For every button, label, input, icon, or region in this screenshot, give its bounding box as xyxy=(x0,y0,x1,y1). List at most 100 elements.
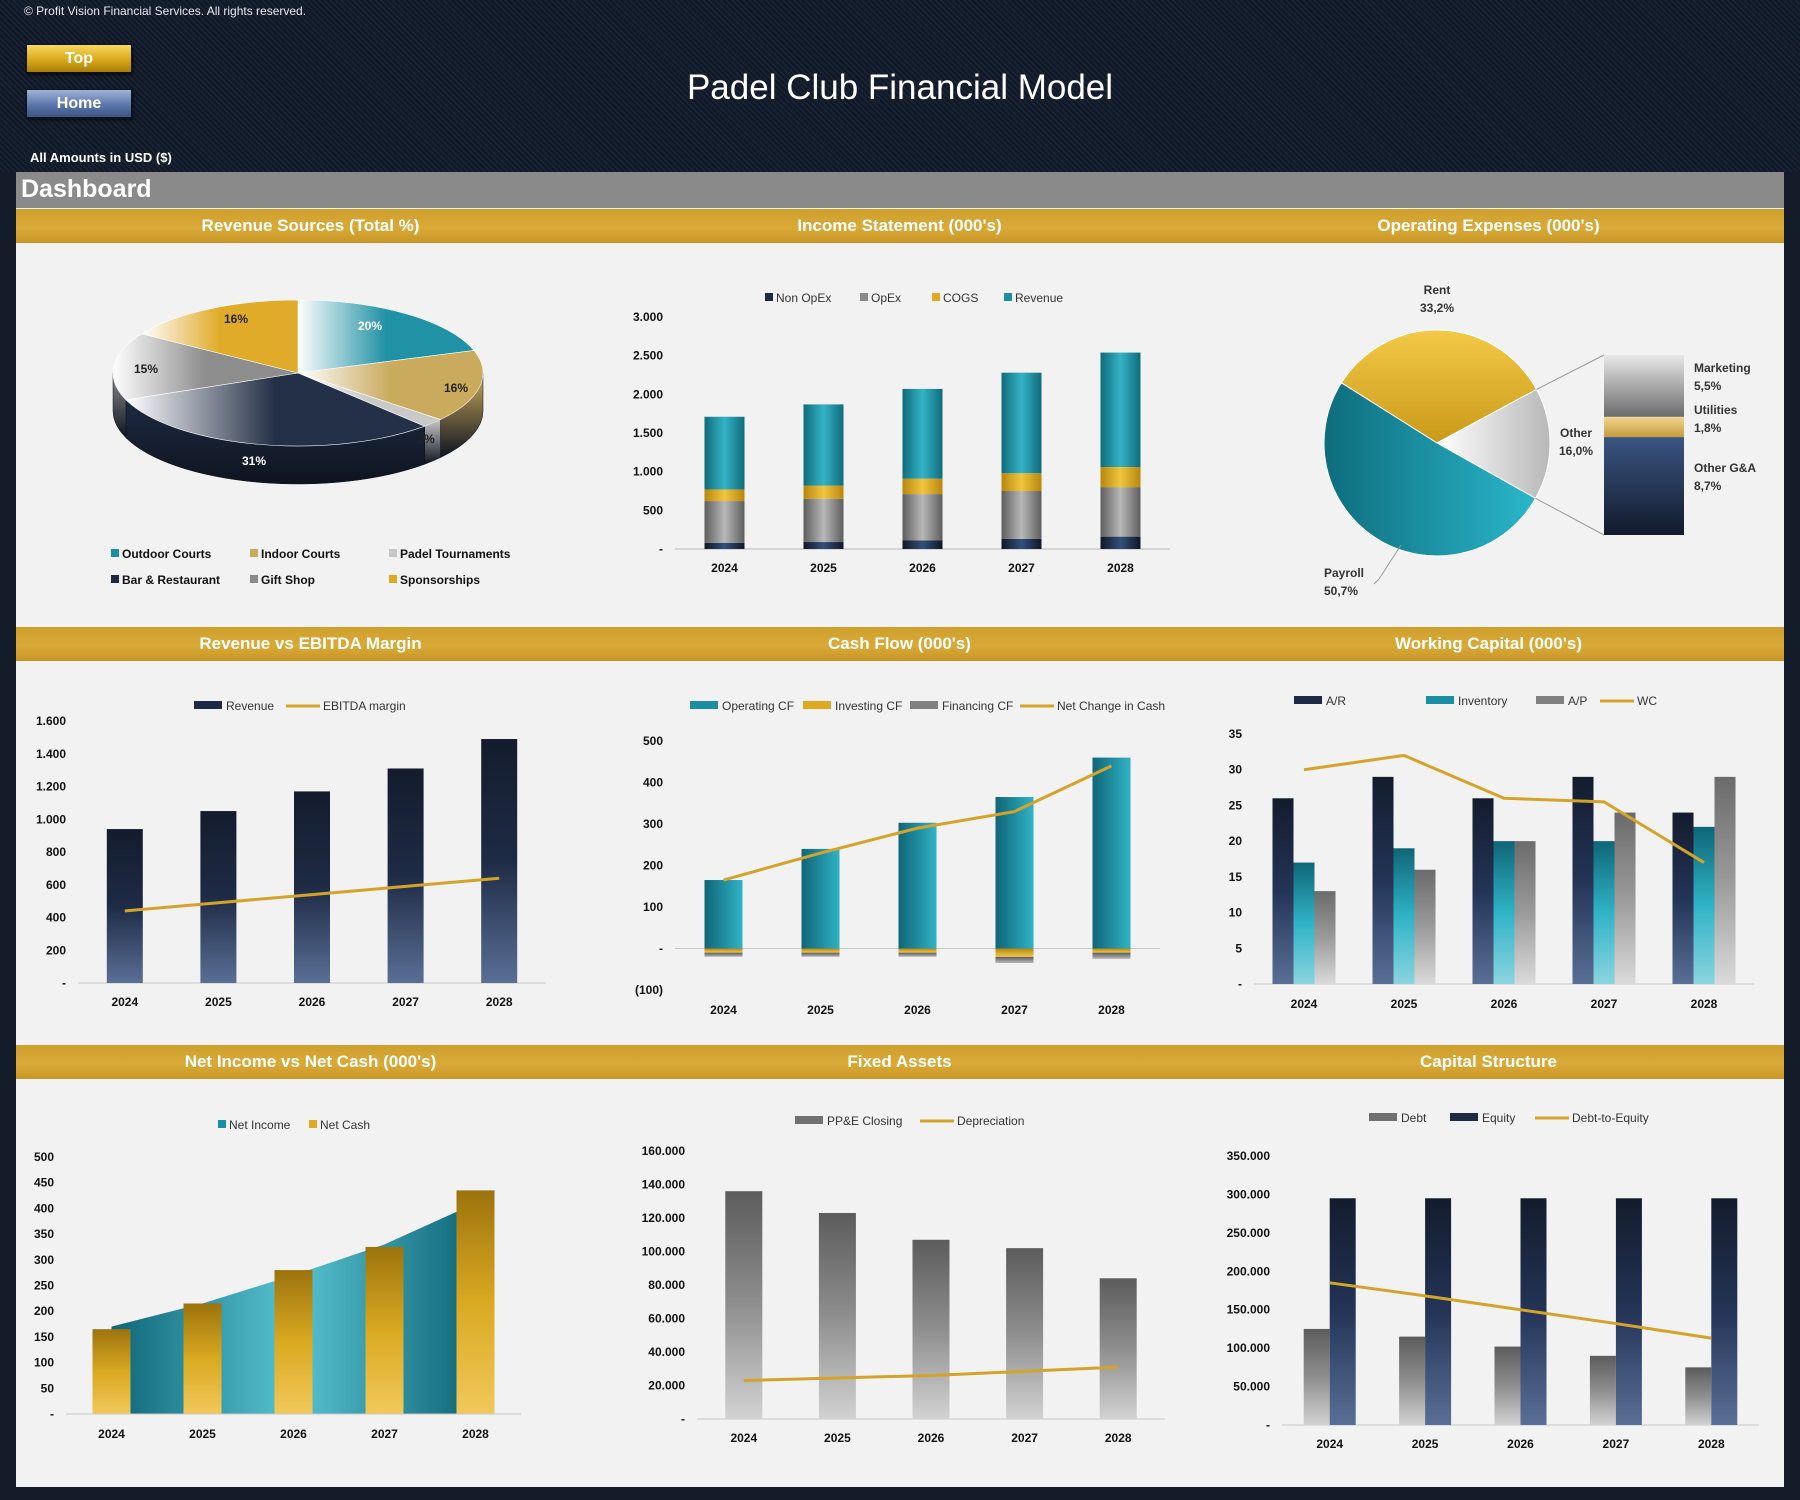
legend-label: Gift Shop xyxy=(261,573,315,587)
legend-swatch xyxy=(690,701,718,709)
x-tick-label: 2028 xyxy=(1691,997,1718,1011)
bar xyxy=(704,416,745,490)
data-label: Rent xyxy=(1424,283,1451,297)
income-statement-chart: - 500 1.000 1.500 2.000 2.500 3.000 2024 2025 202… xyxy=(633,291,1170,575)
y-tick-label: 600 xyxy=(46,878,66,892)
net-income-vs-net-cash-chart: - 50 100 150 200 250 300 350 400 450 500 2024 2025 20… xyxy=(34,1118,521,1441)
fixed-assets-chart: - 20.000 40.000 60.000 80.000 100.000 120.000 1… xyxy=(642,1114,1165,1445)
panel-row-3-bar xyxy=(16,1045,1784,1079)
dashboard-title: Dashboard xyxy=(21,175,152,203)
capital-structure-chart: - 50.000 100.000 150.000 200.000 250.000 300.0… xyxy=(1227,1111,1759,1451)
bar xyxy=(803,404,844,486)
y-tick-label: 200.000 xyxy=(1227,1264,1271,1278)
pie-slice-rent xyxy=(1340,329,1538,444)
bar xyxy=(898,952,937,957)
data-label: 50,7% xyxy=(1324,584,1358,598)
x-tick-label: 2027 xyxy=(1001,1003,1028,1017)
line-series xyxy=(723,764,1113,882)
panel-title-net-income-vs-net-cash: Net Income vs Net Cash (000's) xyxy=(184,1052,437,1071)
bar xyxy=(995,948,1034,957)
bar xyxy=(725,1191,763,1419)
pie-data-label: 20% xyxy=(358,319,382,333)
bar xyxy=(1272,798,1294,984)
y-tick-label: 2.000 xyxy=(633,387,663,401)
y-tick-label: 400 xyxy=(46,911,66,925)
data-label: Marketing xyxy=(1694,361,1751,375)
y-tick-label: 250.000 xyxy=(1227,1226,1271,1240)
bar xyxy=(1100,467,1141,488)
pie-slice xyxy=(112,333,299,401)
bar xyxy=(1393,848,1415,984)
y-tick-label: 350.000 xyxy=(1227,1149,1271,1163)
pie-data-label: 16% xyxy=(224,312,248,326)
bar xyxy=(1329,1198,1356,1425)
panel-title-revenue-sources: Revenue Sources (Total %) xyxy=(201,216,420,235)
legend-swatch xyxy=(389,575,397,583)
x-tick-label: 2026 xyxy=(909,561,936,575)
bar xyxy=(1100,352,1141,468)
x-tick-label: 2027 xyxy=(1011,1431,1038,1445)
x-tick-label: 2028 xyxy=(1105,1431,1132,1445)
data-label: 5,5% xyxy=(1694,379,1722,393)
bar xyxy=(294,791,330,983)
data-label: Payroll xyxy=(1324,566,1364,580)
legend-label: OpEx xyxy=(871,291,901,305)
legend-swatch xyxy=(111,549,119,557)
bar xyxy=(274,1270,313,1414)
x-tick-label: 2026 xyxy=(904,1003,931,1017)
data-label: Other G&A xyxy=(1694,461,1756,475)
bar xyxy=(801,952,840,957)
bar xyxy=(1092,952,1131,959)
y-tick-label: 100.000 xyxy=(1227,1341,1271,1355)
legend-label: COGS xyxy=(943,291,978,305)
bar xyxy=(1593,841,1615,984)
bar xyxy=(1672,812,1694,984)
bar xyxy=(387,768,424,983)
panel-row-1-bar xyxy=(16,209,1784,243)
y-tick-label: 20.000 xyxy=(648,1379,685,1393)
y-tick-label: - xyxy=(62,976,66,990)
copyright-text: © Profit Vision Financial Services. All … xyxy=(24,4,307,18)
bar xyxy=(1414,869,1436,984)
y-tick-label: 15 xyxy=(1229,870,1243,884)
leader-line xyxy=(1373,578,1380,585)
legend-label: Debt-to-Equity xyxy=(1572,1111,1649,1125)
legend-swatch xyxy=(1450,1113,1478,1121)
bar xyxy=(995,797,1034,949)
legend-label: A/P xyxy=(1568,694,1587,708)
bar xyxy=(1514,841,1536,984)
data-label: 8,7% xyxy=(1694,479,1722,493)
x-tick-label: 2024 xyxy=(111,995,138,1009)
x-tick-label: 2024 xyxy=(1291,997,1318,1011)
y-tick-label: 500 xyxy=(34,1150,54,1164)
y-tick-label: 200 xyxy=(643,859,663,873)
x-tick-label: 2027 xyxy=(371,1427,398,1441)
bar xyxy=(902,494,943,541)
bar xyxy=(1001,538,1042,549)
leader-line xyxy=(1378,544,1402,580)
legend-label: Depreciation xyxy=(957,1114,1024,1128)
y-tick-label: 35 xyxy=(1229,727,1243,741)
x-tick-label: 2024 xyxy=(730,1431,757,1445)
bar xyxy=(1494,1346,1521,1425)
x-tick-label: 2028 xyxy=(1107,561,1134,575)
x-tick-label: 2025 xyxy=(189,1427,216,1441)
bar xyxy=(456,1190,495,1414)
bar xyxy=(902,388,943,479)
y-tick-label: 1.400 xyxy=(36,747,66,761)
top-button[interactable]: Top xyxy=(26,44,132,73)
home-button[interactable]: Home xyxy=(26,89,132,118)
x-tick-label: 2024 xyxy=(711,561,738,575)
y-tick-label: 200 xyxy=(34,1304,54,1318)
y-tick-label: 1.200 xyxy=(36,780,66,794)
y-tick-label: 300 xyxy=(34,1253,54,1267)
x-tick-label: 2027 xyxy=(1591,997,1618,1011)
x-tick-label: 2025 xyxy=(1412,1437,1439,1451)
x-tick-label: 2025 xyxy=(205,995,232,1009)
x-tick-label: 2025 xyxy=(824,1431,851,1445)
y-tick-label: 30 xyxy=(1229,763,1243,777)
x-tick-label: 2026 xyxy=(918,1431,945,1445)
bar xyxy=(1693,826,1715,984)
bar xyxy=(1314,891,1336,984)
bar xyxy=(200,811,237,983)
